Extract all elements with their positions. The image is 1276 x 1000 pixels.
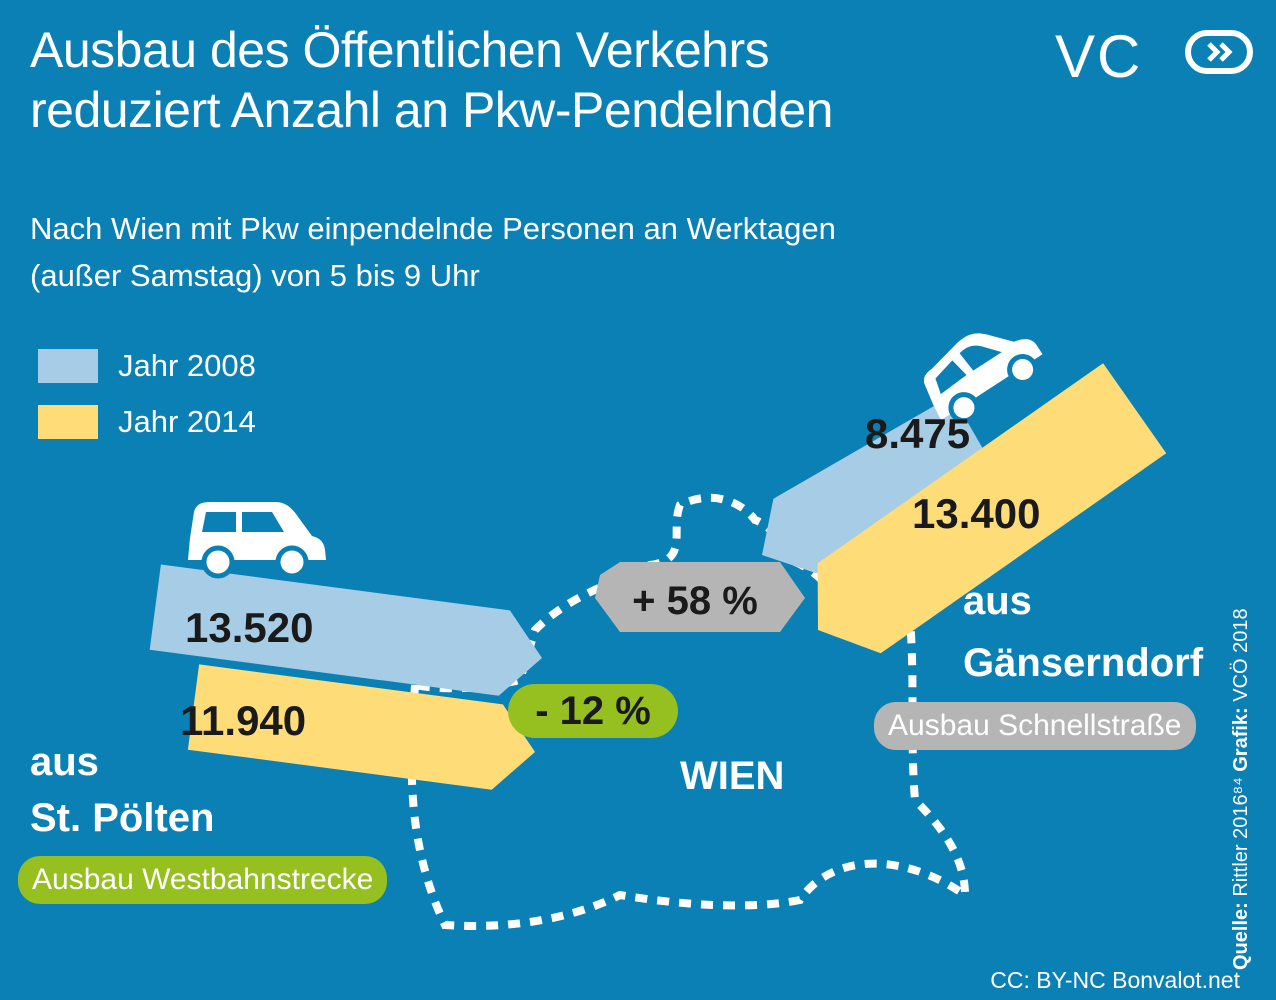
- bar-gaenserndorf-2014: [817, 363, 1167, 654]
- place-stpoelten-line-2: St. Pölten: [30, 796, 215, 840]
- place-gaenserndorf: aus Gänserndorf: [963, 570, 1203, 694]
- place-stpoelten-line-1: aus: [30, 740, 99, 784]
- value-label-gaenserndorf-2008: 8.475: [865, 410, 970, 457]
- source-note: Quelle: Rittler 2016⁸⁴ Grafik: VCÖ 2018: [1230, 590, 1260, 970]
- subtitle-line-2: (außer Samstag) von 5 bis 9 Uhr: [30, 258, 480, 293]
- subtitle: Nach Wien mit Pkw einpendelnde Personen …: [30, 205, 836, 299]
- credit-note: CC: BY-NC Bonvalot.net: [990, 967, 1240, 993]
- subtitle-line-1: Nach Wien mit Pkw einpendelnde Personen …: [30, 211, 836, 246]
- place-gaenserndorf-line-2: Gänserndorf: [963, 641, 1204, 685]
- value-label-gaenserndorf-2014: 13.400: [912, 490, 1040, 537]
- legend-swatch-2008: [38, 349, 98, 383]
- legend-label-2014: Jahr 2014: [118, 404, 256, 439]
- vco-logo: VC: [1055, 22, 1142, 91]
- page-title: Ausbau des Öffentlichen Verkehrs reduzie…: [30, 20, 833, 140]
- legend: Jahr 2008 Jahr 2014: [38, 338, 256, 450]
- car-icon: [188, 502, 326, 579]
- graphic-text: VCÖ 2018: [1230, 608, 1252, 702]
- value-label-stpoelten-2014: 11.940: [180, 697, 306, 744]
- legend-item-2014: Jahr 2014: [38, 394, 256, 450]
- bar-stpoelten-2008: [149, 564, 542, 696]
- car-icon: [923, 333, 1043, 424]
- logo-text: VC: [1055, 23, 1143, 90]
- title-line-1: Ausbau des Öffentlichen Verkehrs: [30, 22, 770, 78]
- place-stpoelten: aus St. Pölten: [30, 734, 214, 846]
- change-badge-stpoelten: [508, 684, 678, 738]
- source-label: Quelle:: [1230, 902, 1252, 970]
- logo-arrows-icon: [1185, 30, 1253, 74]
- change-label-stpoelten: - 12 %: [535, 689, 651, 733]
- legend-label-2008: Jahr 2008: [118, 348, 256, 383]
- title-line-2: reduziert Anzahl an Pkw-Pendelnden: [30, 82, 833, 138]
- value-label-stpoelten-2008: 13.520: [185, 604, 313, 651]
- change-label-gaenserndorf: + 58 %: [632, 579, 758, 623]
- change-badge-gaenserndorf: [595, 562, 805, 632]
- note-westbahn: Ausbau Westbahnstrecke: [18, 856, 388, 904]
- bar-gaenserndorf-2008: [762, 395, 996, 574]
- graphic-label: Grafik:: [1230, 707, 1252, 772]
- note-schnellstrasse: Ausbau Schnellstraße: [874, 702, 1196, 750]
- legend-swatch-2014: [38, 405, 98, 439]
- source-text: Rittler 2016⁸⁴: [1230, 777, 1252, 897]
- place-wien: WIEN: [680, 754, 785, 798]
- bar-stpoelten-2014: [187, 664, 535, 790]
- legend-item-2008: Jahr 2008: [38, 338, 256, 394]
- place-gaenserndorf-line-1: aus: [963, 579, 1032, 623]
